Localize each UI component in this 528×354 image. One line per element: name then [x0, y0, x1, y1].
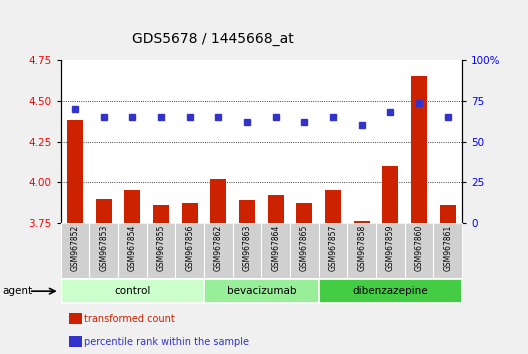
Text: percentile rank within the sample: percentile rank within the sample — [84, 337, 250, 347]
Bar — [67, 120, 83, 223]
Text: GSM967857: GSM967857 — [328, 225, 337, 271]
Bar — [204, 279, 319, 303]
Text: GSM967862: GSM967862 — [214, 225, 223, 271]
Text: dibenzazepine: dibenzazepine — [353, 286, 428, 296]
Bar — [61, 279, 204, 303]
Bar — [96, 199, 111, 223]
Text: GSM967863: GSM967863 — [242, 225, 251, 271]
Bar — [268, 195, 284, 223]
Text: GSM967860: GSM967860 — [414, 225, 423, 271]
Text: GSM967859: GSM967859 — [386, 225, 395, 271]
Bar — [382, 166, 398, 223]
Text: transformed count: transformed count — [84, 314, 175, 324]
Text: GDS5678 / 1445668_at: GDS5678 / 1445668_at — [133, 32, 294, 46]
Text: GSM967855: GSM967855 — [156, 225, 166, 271]
Text: GSM967854: GSM967854 — [128, 225, 137, 271]
Bar — [319, 279, 462, 303]
Bar — [182, 204, 197, 223]
Bar — [239, 200, 255, 223]
Text: GSM967856: GSM967856 — [185, 225, 194, 271]
Text: control: control — [114, 286, 150, 296]
Bar — [125, 190, 140, 223]
Text: GSM967853: GSM967853 — [99, 225, 108, 271]
Text: GSM967865: GSM967865 — [300, 225, 309, 271]
Text: GSM967864: GSM967864 — [271, 225, 280, 271]
Bar — [411, 76, 427, 223]
Text: agent: agent — [3, 286, 33, 296]
Text: GSM967852: GSM967852 — [71, 225, 80, 271]
Bar — [354, 221, 370, 223]
Text: GSM967861: GSM967861 — [443, 225, 452, 271]
Bar — [440, 205, 456, 223]
Text: bevacizumab: bevacizumab — [227, 286, 296, 296]
Bar — [211, 179, 226, 223]
Bar — [297, 204, 312, 223]
Text: GSM967858: GSM967858 — [357, 225, 366, 271]
Bar — [325, 190, 341, 223]
Bar — [153, 205, 169, 223]
